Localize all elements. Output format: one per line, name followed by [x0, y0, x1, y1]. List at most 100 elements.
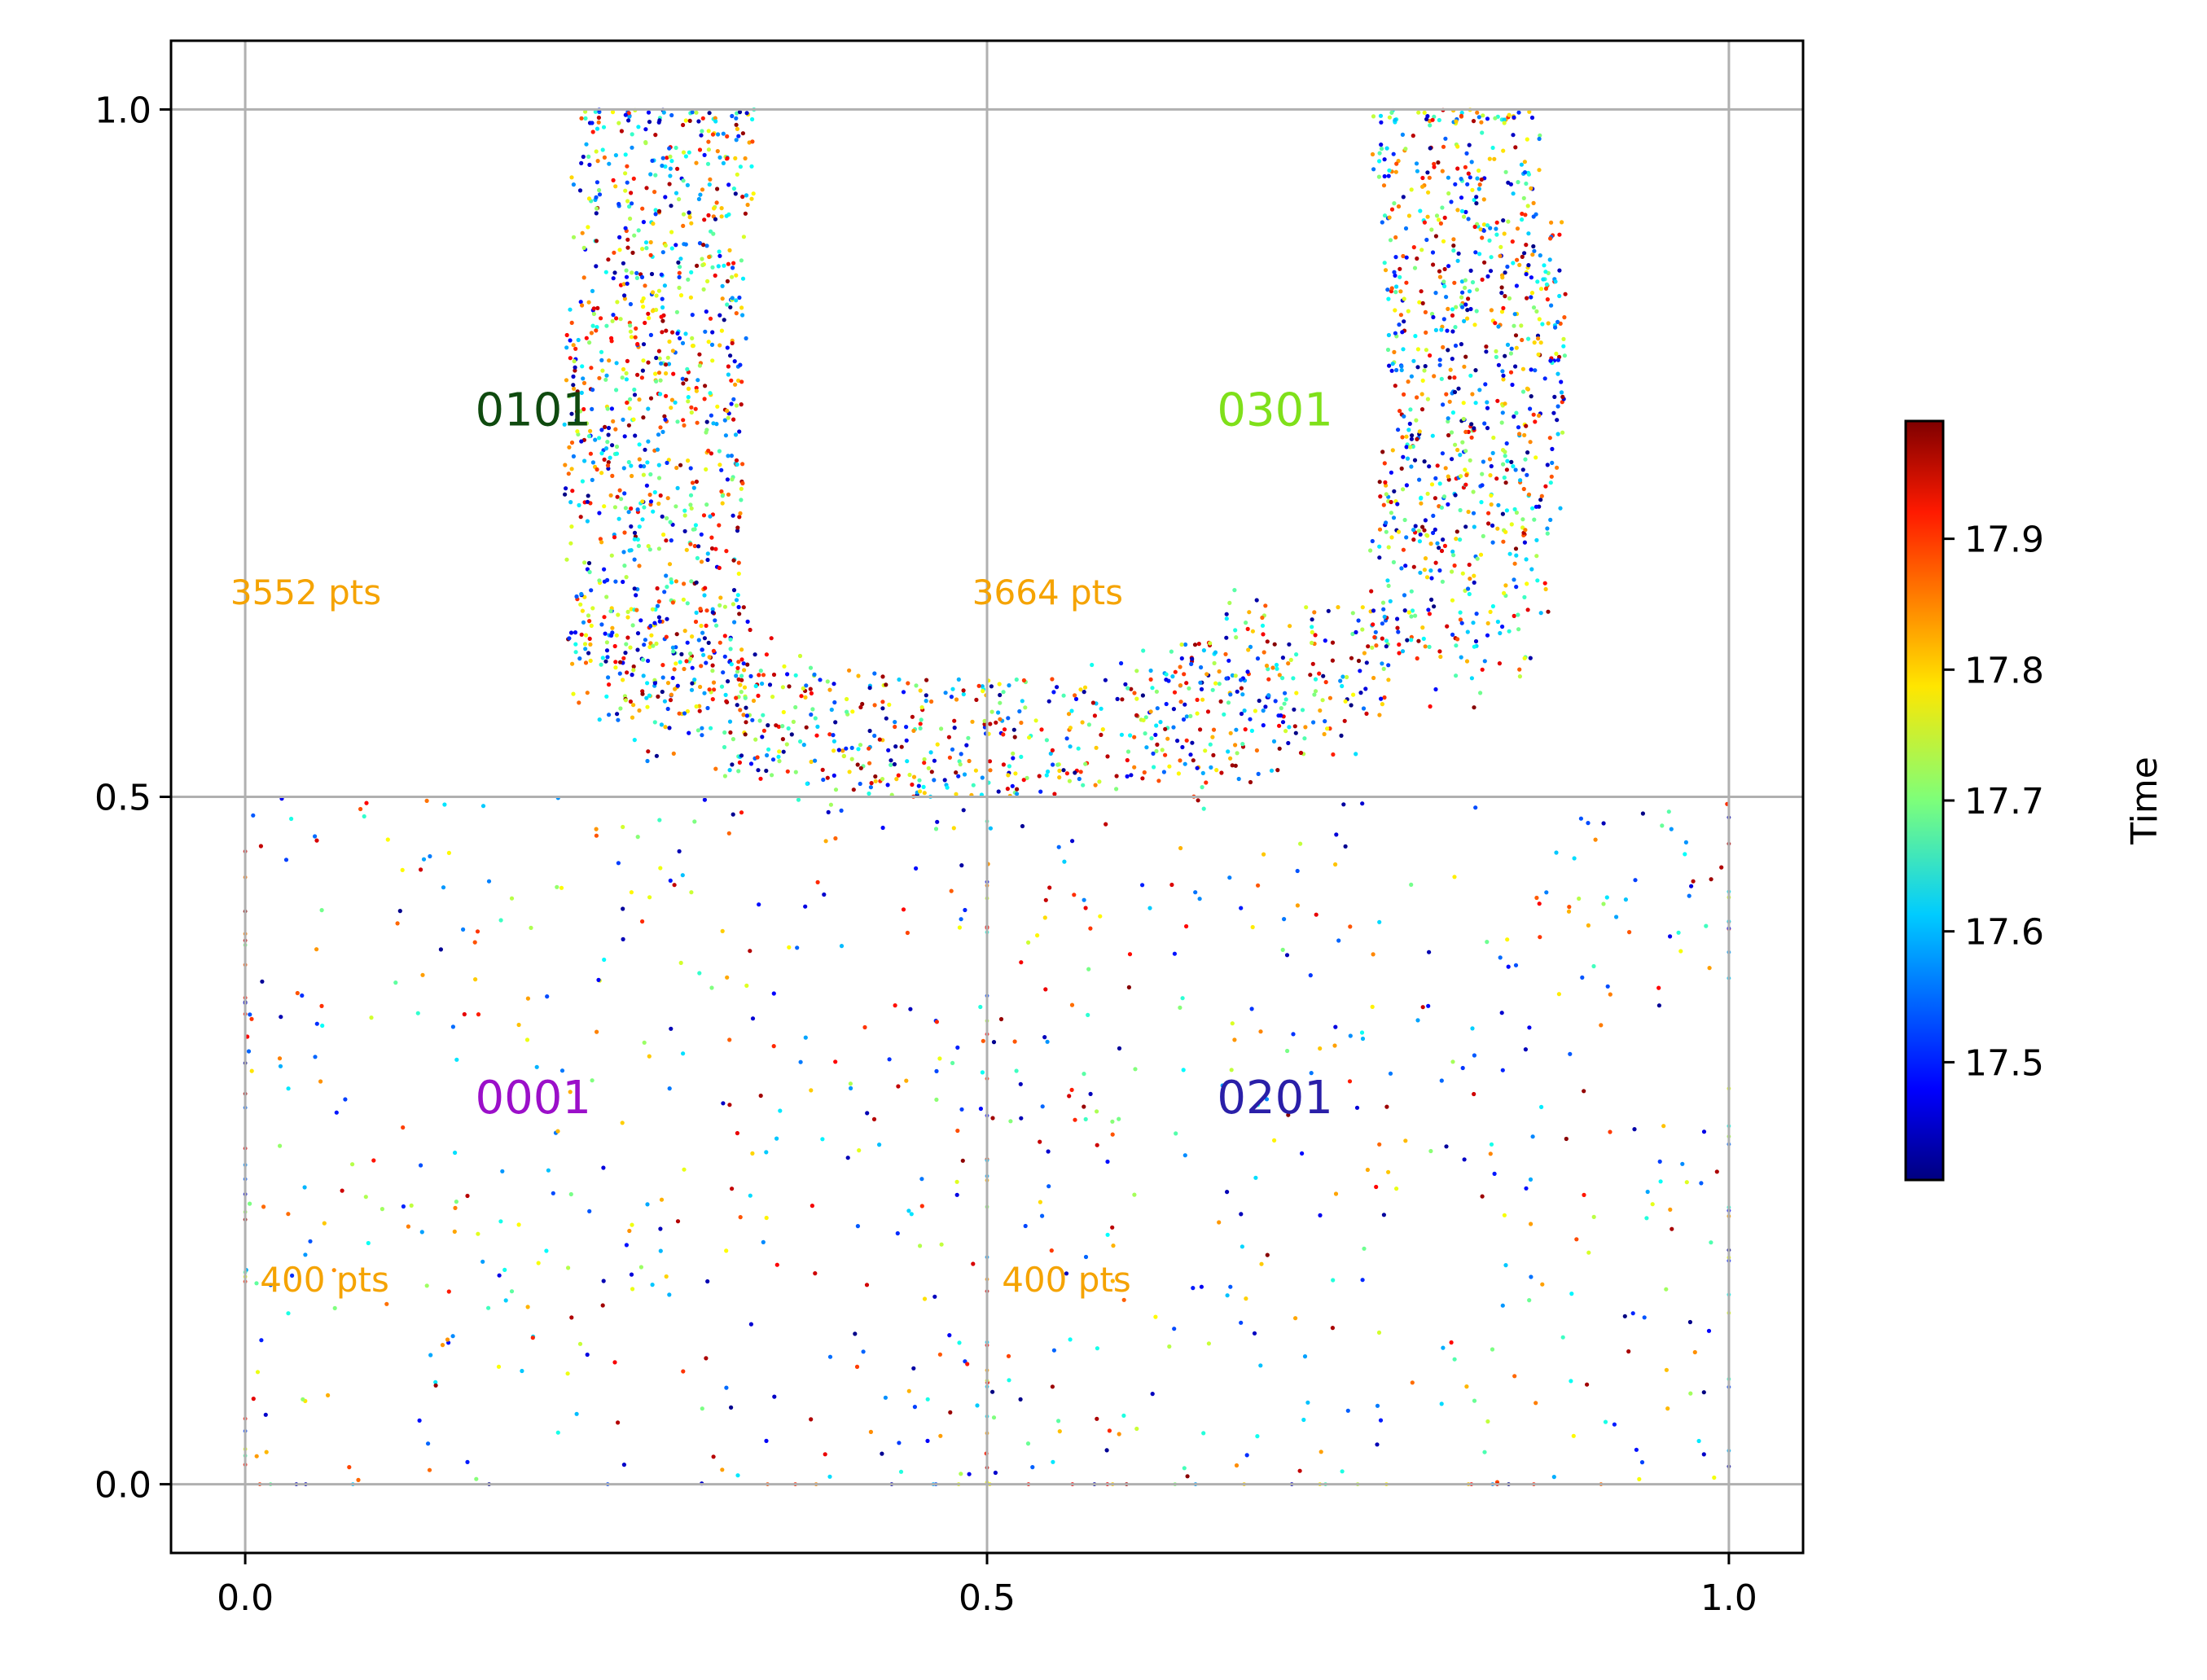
scatter-point: [1192, 643, 1198, 647]
scatter-point: [1180, 744, 1185, 750]
scatter-point: [1019, 720, 1024, 726]
scatter-point: [725, 477, 731, 482]
scatter-point: [636, 125, 641, 129]
scatter-point: [1526, 263, 1531, 268]
scatter-point: [1172, 951, 1177, 956]
scatter-point: [611, 419, 616, 424]
scatter-point: [1228, 730, 1233, 735]
scatter-point: [935, 819, 940, 824]
scatter-point: [884, 682, 889, 687]
scatter-point: [1473, 401, 1478, 406]
scatter-point: [1277, 673, 1282, 678]
scatter-point: [295, 990, 300, 996]
scatter-point: [918, 789, 923, 794]
scatter-point: [1248, 779, 1253, 785]
scatter-point: [644, 186, 649, 191]
scatter-point: [952, 718, 957, 723]
scatter-point: [1528, 406, 1533, 411]
scatter-point: [929, 699, 934, 704]
scatter-point: [426, 1441, 431, 1446]
scatter-point: [897, 677, 902, 682]
scatter-point: [998, 717, 1003, 722]
scatter-point: [1195, 697, 1200, 703]
scatter-point: [1612, 1422, 1617, 1427]
scatter-point: [1453, 493, 1458, 498]
scatter-point: [1572, 856, 1577, 861]
scatter-point: [693, 619, 699, 625]
scatter-point: [1425, 397, 1430, 401]
scatter-point: [597, 511, 602, 515]
scatter-point: [1371, 675, 1376, 681]
scatter-point: [300, 993, 305, 998]
scatter-point: [653, 212, 658, 217]
scatter-point: [1354, 1105, 1360, 1110]
scatter-point: [700, 733, 704, 738]
scatter-point: [1302, 1354, 1308, 1359]
scatter-point: [612, 505, 618, 510]
scatter-point: [1204, 780, 1209, 785]
scatter-point: [1330, 640, 1336, 645]
scatter-point: [726, 831, 731, 836]
scatter-point: [1204, 672, 1209, 677]
scatter-point: [704, 1356, 709, 1361]
scatter-point: [919, 705, 924, 710]
scatter-point: [573, 346, 578, 351]
scatter-point: [880, 674, 885, 679]
scatter-point: [583, 660, 589, 665]
scatter-point: [1454, 119, 1459, 124]
scatter-point: [629, 1272, 634, 1277]
scatter-point: [520, 1368, 524, 1374]
scatter-point: [1050, 748, 1055, 753]
scatter-point: [722, 730, 727, 735]
scatter-point: [1224, 635, 1229, 640]
scatter-point: [1442, 266, 1447, 272]
scatter-point: [1179, 642, 1184, 647]
scatter-point: [758, 776, 763, 781]
scatter-point: [742, 668, 747, 673]
scatter-point: [717, 249, 722, 254]
scatter-point: [1439, 327, 1444, 332]
scatter-point: [734, 273, 739, 278]
scatter-point: [626, 423, 632, 428]
scatter-point: [909, 1212, 914, 1217]
scatter-point: [1455, 258, 1460, 263]
scatter-point: [919, 1204, 924, 1208]
scatter-point: [719, 489, 724, 494]
scatter-point: [1228, 692, 1233, 697]
scatter-point: [1522, 160, 1527, 164]
scatter-point: [1452, 280, 1457, 285]
scatter-point: [617, 488, 622, 493]
scatter-point: [1691, 879, 1696, 884]
scatter-point: [498, 1219, 503, 1224]
scatter-point: [1370, 538, 1375, 544]
scatter-point: [605, 577, 610, 583]
scatter-point: [1506, 219, 1511, 224]
scatter-point: [1291, 676, 1296, 681]
scatter-point: [1165, 736, 1170, 741]
scatter-point: [1551, 1475, 1556, 1480]
scatter-point: [770, 773, 774, 778]
scatter-point: [1038, 789, 1043, 794]
scatter-point: [1039, 727, 1044, 732]
scatter-point: [960, 1158, 965, 1163]
scatter-point: [1105, 1159, 1110, 1165]
scatter-point: [673, 400, 678, 405]
scatter-point: [1370, 645, 1375, 650]
scatter-point: [1286, 1112, 1291, 1117]
scatter-point: [623, 171, 628, 176]
scatter-point: [1317, 671, 1322, 676]
scatter-point: [1420, 300, 1425, 305]
scatter-point: [711, 648, 717, 654]
scatter-point: [303, 1252, 308, 1257]
scatter-point: [1409, 464, 1414, 469]
scatter-point: [685, 366, 690, 371]
scatter-point: [637, 708, 642, 713]
scatter-point: [715, 404, 720, 409]
scatter-point: [858, 765, 863, 770]
scatter-point: [1489, 308, 1494, 313]
scatter-point: [731, 265, 735, 270]
scatter-point: [803, 1035, 808, 1040]
scatter-point: [319, 908, 324, 913]
scatter-point: [1419, 496, 1424, 501]
scatter-point: [688, 651, 693, 656]
